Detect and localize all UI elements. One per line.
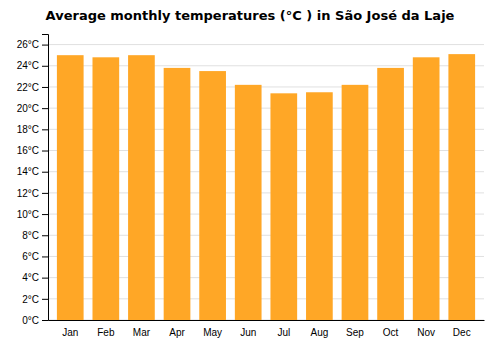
y-tick: 18°C	[17, 124, 48, 135]
x-tick: Feb	[97, 327, 115, 338]
y-tick-label: 8°C	[22, 230, 39, 241]
y-tick-label: 18°C	[17, 124, 39, 135]
bar	[270, 93, 297, 320]
bar	[235, 85, 262, 320]
y-tick-label: 10°C	[17, 209, 39, 220]
y-tick: 0°C	[22, 315, 48, 326]
y-tick-mark	[42, 320, 48, 321]
plot: 0°C 2°C 4°C 6°C 8°C 10°C 12°C 14°C 16°C 18°C 20°C 2…	[17, 35, 485, 339]
y-tick-mark	[42, 214, 48, 215]
x-tick-label: Jan	[62, 327, 78, 338]
x-tick-label: Nov	[417, 327, 435, 338]
y-tick-label: 0°C	[22, 315, 39, 326]
bar	[342, 85, 369, 320]
x-tick: Mar	[133, 327, 151, 338]
x-tick: Nov	[417, 327, 435, 338]
y-tick-label: 4°C	[22, 272, 39, 283]
y-axis: 0°C 2°C 4°C 6°C 8°C 10°C 12°C 14°C 16°C 18°C 20°C 2…	[17, 35, 49, 326]
x-tick: Aug	[310, 327, 328, 338]
bar	[128, 55, 155, 320]
y-tick-mark	[42, 278, 48, 279]
x-tick-label: Aug	[310, 327, 328, 338]
y-tick: 6°C	[22, 251, 48, 262]
x-tick: Jul	[277, 327, 290, 338]
y-tick-mark	[42, 45, 48, 46]
grid	[48, 45, 484, 320]
y-tick: 26°C	[17, 39, 48, 50]
y-tick-label: 14°C	[17, 166, 39, 177]
y-tick-mark	[42, 235, 48, 236]
y-tick-label: 2°C	[22, 294, 39, 305]
y-tick: 10°C	[17, 209, 48, 220]
x-tick: May	[203, 327, 222, 338]
y-tick-mark	[42, 299, 48, 300]
bar	[448, 54, 475, 320]
x-tick: Dec	[453, 327, 471, 338]
title: Average monthly temperatures (°C ) in Sã…	[46, 8, 455, 23]
y-tick-mark	[42, 256, 48, 257]
bar	[92, 57, 119, 320]
y-tick-mark	[42, 172, 48, 173]
y-tick-label: 22°C	[17, 82, 39, 93]
x-tick-label: Oct	[383, 327, 399, 338]
y-tick-label: 16°C	[17, 145, 39, 156]
y-tick: 16°C	[17, 145, 48, 156]
bar	[413, 57, 440, 320]
y-axis-line	[42, 35, 49, 321]
y-tick: 14°C	[17, 166, 48, 177]
y-tick: 4°C	[22, 272, 48, 283]
x-tick: Apr	[169, 327, 185, 338]
y-tick: 12°C	[17, 188, 48, 199]
y-tick-mark	[42, 151, 48, 152]
x-tick: Sep	[346, 327, 364, 338]
x-tick-label: Jul	[277, 327, 290, 338]
bar	[306, 92, 333, 320]
y-tick: 22°C	[17, 82, 48, 93]
y-tick-label: 6°C	[22, 251, 39, 262]
x-tick-label: Dec	[453, 327, 471, 338]
x-axis: Jan Feb Mar Apr May Jun Jul Aug Sep Oct Nov Dec	[49, 321, 485, 339]
y-tick: 24°C	[17, 60, 48, 71]
bar	[164, 68, 191, 320]
bar	[57, 55, 84, 320]
y-tick-mark	[42, 87, 48, 88]
x-tick-label: Jun	[240, 327, 256, 338]
y-tick: 8°C	[22, 230, 48, 241]
x-tick-label: Mar	[133, 327, 151, 338]
bar	[377, 68, 404, 320]
y-tick-label: 24°C	[17, 60, 39, 71]
x-tick-label: Sep	[346, 327, 364, 338]
y-tick-label: 20°C	[17, 103, 39, 114]
bar	[199, 71, 226, 320]
y-tick-label: 12°C	[17, 188, 39, 199]
y-tick: 20°C	[17, 103, 48, 114]
y-tick: 2°C	[22, 294, 48, 305]
x-tick-label: Feb	[97, 327, 115, 338]
x-tick: Jun	[240, 327, 256, 338]
x-tick: Jan	[62, 327, 78, 338]
x-tick-label: Apr	[169, 327, 185, 338]
y-tick-mark	[42, 129, 48, 130]
y-tick-mark	[42, 193, 48, 194]
bars	[57, 54, 475, 320]
grid-line	[48, 44, 484, 45]
x-tick-label: May	[203, 327, 222, 338]
x-axis-line	[49, 320, 485, 321]
chart: 0°C 2°C 4°C 6°C 8°C 10°C 12°C 14°C 16°C 18°C 20°C 2…	[0, 0, 500, 350]
y-tick-label: 26°C	[17, 39, 39, 50]
y-tick-mark	[42, 108, 48, 109]
y-tick-mark	[42, 66, 48, 67]
x-tick: Oct	[383, 327, 399, 338]
